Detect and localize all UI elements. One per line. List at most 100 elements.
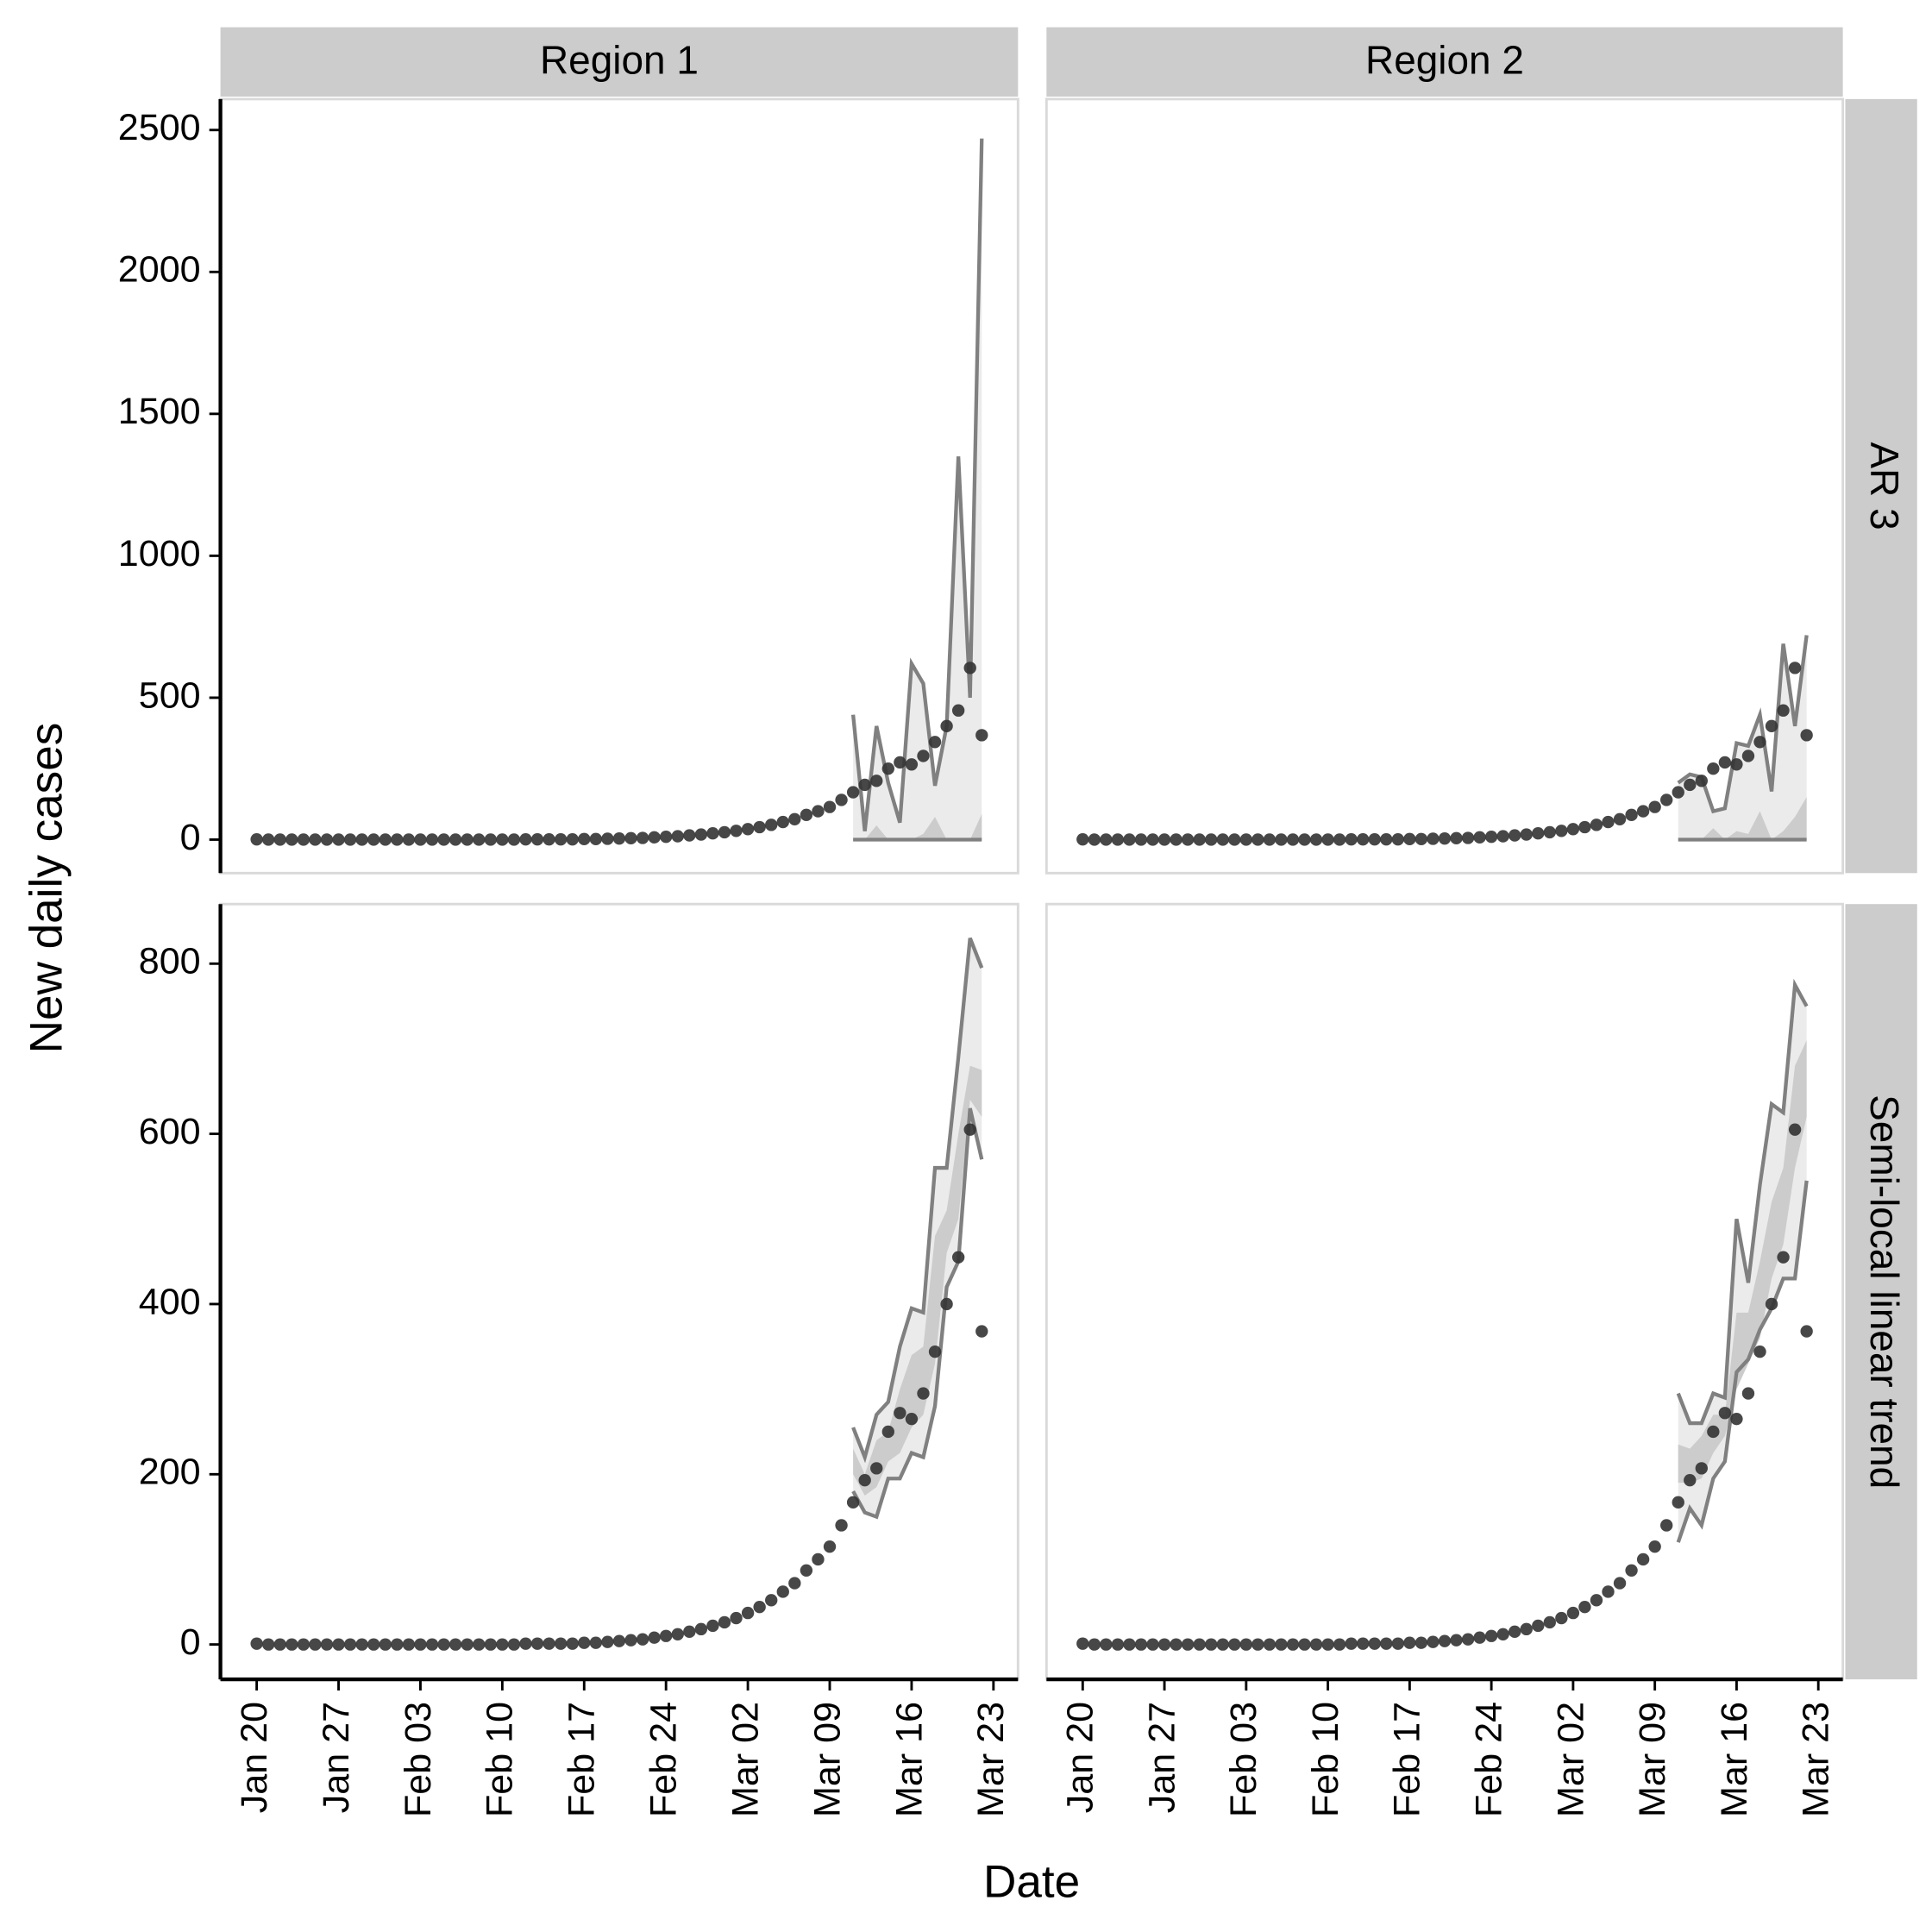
observed-point bbox=[1380, 1637, 1393, 1650]
observed-point bbox=[1123, 1638, 1136, 1651]
observed-point bbox=[1450, 831, 1463, 845]
observed-point bbox=[1170, 1638, 1182, 1651]
observed-point bbox=[1520, 828, 1533, 841]
observed-point bbox=[1309, 1638, 1323, 1651]
observed-point bbox=[554, 1637, 568, 1650]
observed-point bbox=[1613, 812, 1627, 825]
panel bbox=[1044, 97, 1845, 875]
y-tick-label: 800 bbox=[139, 941, 201, 982]
observed-point bbox=[624, 831, 637, 845]
observed-point bbox=[1438, 1634, 1452, 1647]
y-tick-label: 2500 bbox=[118, 107, 201, 148]
x-tick-label: Feb 03 bbox=[1223, 1702, 1264, 1817]
observed-point bbox=[1718, 1407, 1732, 1420]
observed-point bbox=[425, 833, 439, 846]
observed-point bbox=[788, 1577, 801, 1590]
observed-point bbox=[1496, 1628, 1509, 1640]
observed-point bbox=[285, 1638, 298, 1651]
observed-point bbox=[1648, 1540, 1661, 1553]
observed-point bbox=[530, 832, 544, 846]
observed-point bbox=[1286, 833, 1300, 846]
observed-point bbox=[835, 794, 848, 806]
observed-point bbox=[343, 833, 357, 846]
observed-point bbox=[1520, 1622, 1533, 1636]
observed-point bbox=[320, 1638, 334, 1651]
observed-point bbox=[1450, 1634, 1463, 1647]
observed-point bbox=[484, 833, 497, 846]
observed-point bbox=[473, 833, 486, 846]
observed-point bbox=[905, 758, 919, 771]
x-axis-label: Date bbox=[983, 1856, 1080, 1907]
observed-point bbox=[1636, 1552, 1650, 1566]
observed-point bbox=[262, 1638, 275, 1651]
x-tick-label: Jan 20 bbox=[1060, 1702, 1101, 1813]
observed-point bbox=[1473, 1631, 1486, 1644]
observed-point bbox=[1707, 1425, 1720, 1439]
x-tick-label: Mar 09 bbox=[1632, 1702, 1673, 1817]
observed-point bbox=[1239, 1638, 1253, 1651]
observed-point bbox=[975, 729, 988, 742]
observed-point bbox=[846, 786, 860, 799]
observed-point bbox=[1239, 833, 1253, 846]
observed-point bbox=[1484, 831, 1498, 844]
x-tick-label: Feb 17 bbox=[1387, 1702, 1428, 1817]
observed-point bbox=[473, 1638, 486, 1651]
observed-point bbox=[730, 825, 743, 837]
observed-point bbox=[1357, 1637, 1370, 1650]
x-tick-label: Mar 02 bbox=[724, 1702, 766, 1817]
observed-point bbox=[1543, 825, 1556, 839]
observed-point bbox=[437, 833, 450, 846]
observed-point bbox=[1672, 1496, 1684, 1509]
observed-point bbox=[1590, 819, 1603, 831]
observed-point bbox=[858, 1474, 871, 1487]
observed-point bbox=[589, 832, 603, 845]
observed-point bbox=[940, 1297, 953, 1311]
y-tick-label: 600 bbox=[139, 1111, 201, 1152]
observed-point bbox=[1555, 1611, 1568, 1625]
observed-point bbox=[1777, 704, 1790, 717]
observed-point bbox=[1555, 825, 1568, 837]
observed-point bbox=[1111, 833, 1125, 846]
observed-point bbox=[1509, 1625, 1521, 1639]
observed-point bbox=[320, 833, 334, 846]
observed-point bbox=[554, 832, 568, 846]
observed-point bbox=[1461, 831, 1475, 844]
observed-point bbox=[1741, 750, 1755, 762]
observed-point bbox=[250, 832, 263, 846]
observed-point bbox=[1532, 827, 1545, 840]
observed-point bbox=[1193, 833, 1206, 846]
observed-point bbox=[1496, 830, 1509, 843]
observed-point bbox=[496, 833, 509, 846]
observed-point bbox=[1473, 831, 1486, 844]
observed-point bbox=[612, 831, 626, 845]
observed-point bbox=[917, 750, 930, 762]
observed-point bbox=[1298, 1638, 1311, 1651]
observed-point bbox=[1309, 833, 1323, 846]
observed-point bbox=[951, 1251, 965, 1264]
observed-point bbox=[1181, 1638, 1195, 1651]
observed-point bbox=[1788, 1123, 1802, 1136]
observed-point bbox=[1695, 775, 1708, 787]
strip-label: Region 1 bbox=[540, 37, 699, 82]
y-tick-label: 500 bbox=[139, 674, 201, 716]
strip-label: AR 3 bbox=[1862, 442, 1907, 530]
observed-point bbox=[776, 815, 789, 829]
band-95 bbox=[1678, 635, 1807, 840]
observed-point bbox=[1157, 1638, 1171, 1651]
observed-point bbox=[1146, 1638, 1159, 1651]
panel bbox=[219, 97, 1019, 875]
observed-point bbox=[683, 1625, 696, 1639]
observed-point bbox=[1695, 1462, 1708, 1475]
observed-point bbox=[1380, 832, 1393, 846]
observed-point bbox=[694, 1622, 708, 1636]
observed-point bbox=[636, 831, 649, 844]
x-tick-label: Feb 10 bbox=[1305, 1702, 1346, 1817]
observed-point bbox=[800, 1564, 813, 1577]
observed-point bbox=[1578, 820, 1591, 834]
observed-point bbox=[800, 808, 813, 822]
observed-point bbox=[648, 1631, 661, 1644]
observed-point bbox=[706, 827, 719, 840]
x-tick-label: Mar 16 bbox=[888, 1702, 930, 1817]
band-50 bbox=[1678, 797, 1807, 840]
